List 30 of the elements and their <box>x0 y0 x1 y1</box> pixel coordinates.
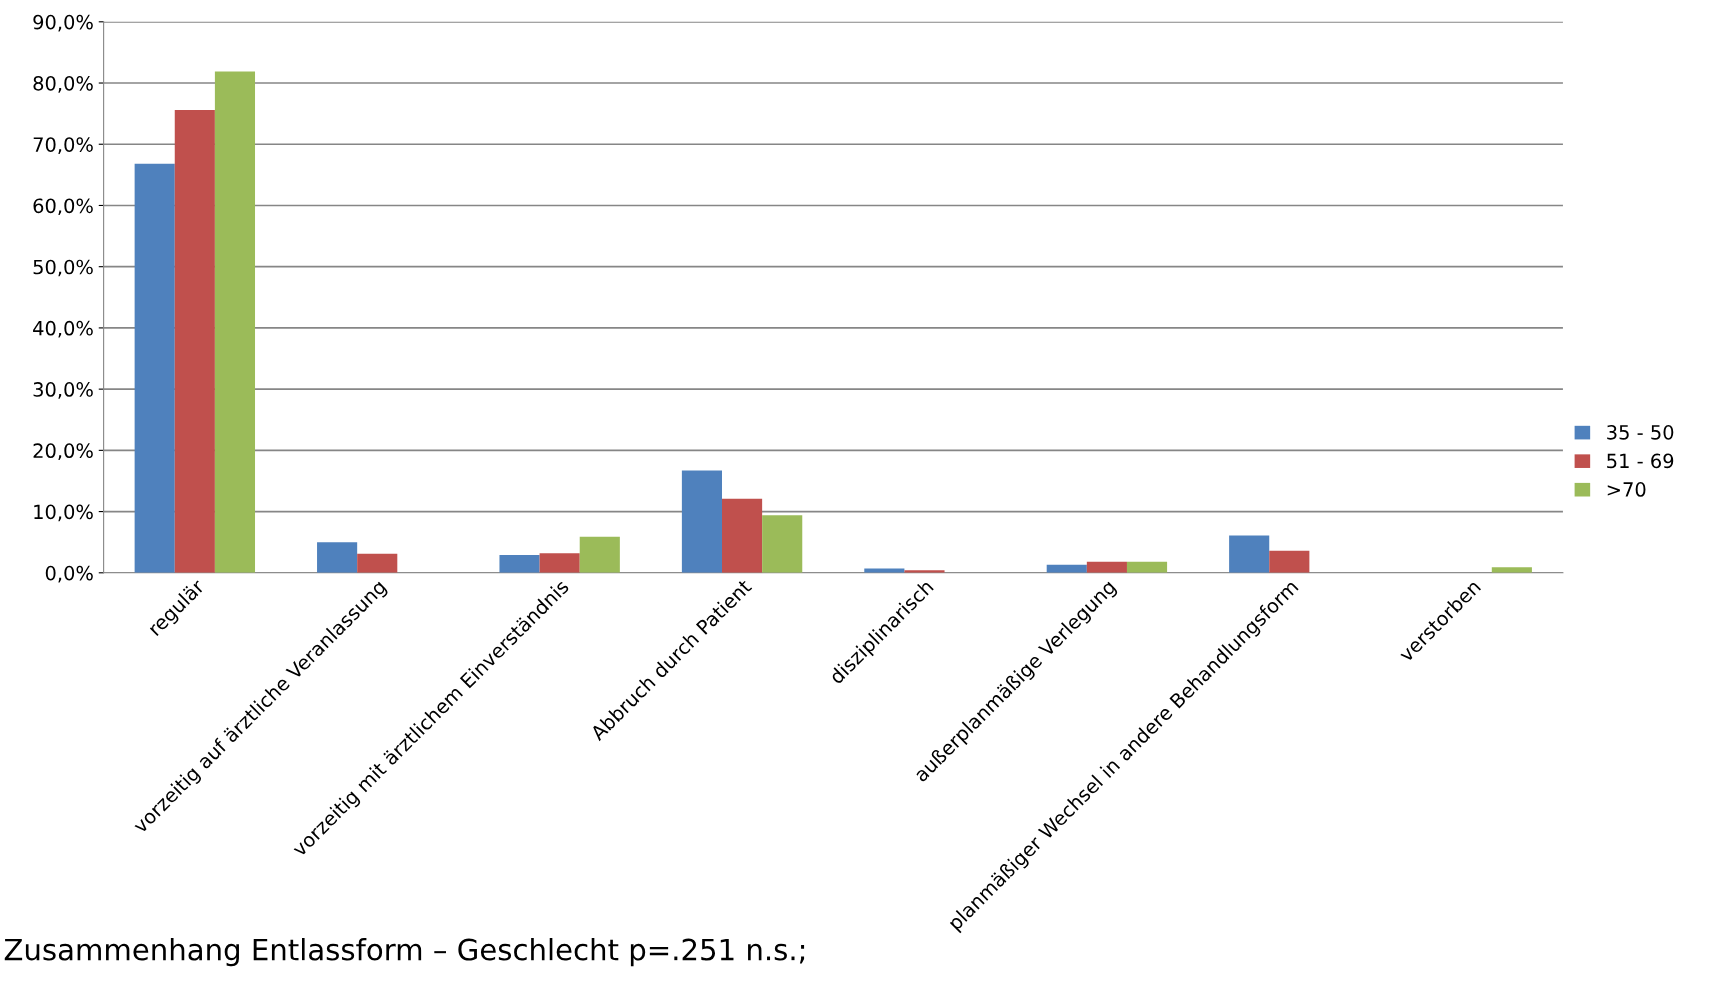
legend-label: 51 - 69 <box>1607 453 1674 469</box>
bar <box>214 71 256 573</box>
bar <box>1229 535 1270 573</box>
y-tick-label: 80,0% <box>33 75 93 93</box>
bar <box>317 542 358 573</box>
bar <box>1086 561 1127 573</box>
bar <box>357 553 398 573</box>
bar <box>1269 550 1310 573</box>
y-tick-label: 40,0% <box>33 320 93 338</box>
bar <box>174 109 215 573</box>
bar <box>681 470 722 573</box>
y-tick-label: 10,0% <box>34 504 93 522</box>
y-tick-label: 0,0% <box>45 565 93 583</box>
bar <box>1126 561 1168 573</box>
bar <box>579 536 620 573</box>
legend-label: >70 <box>1607 482 1646 497</box>
bar <box>134 163 175 573</box>
y-tick-label: 20,0% <box>33 443 93 460</box>
y-tick-label: 70,0% <box>33 137 93 154</box>
y-tick-label: 30,0% <box>33 382 93 399</box>
bar <box>1491 567 1532 573</box>
y-tick-label: 90,0% <box>33 14 93 32</box>
legend-label: 35 - 50 <box>1607 424 1674 440</box>
text: Zusammenhang Entlassform – Geschlecht p=.251 n.s.; <box>4 938 805 967</box>
bar <box>539 553 580 573</box>
bar <box>722 498 763 573</box>
y-tick-label: 50,0% <box>33 259 93 277</box>
bar <box>762 515 803 573</box>
y-tick-label: 60,0% <box>33 198 93 216</box>
bar <box>499 555 540 573</box>
